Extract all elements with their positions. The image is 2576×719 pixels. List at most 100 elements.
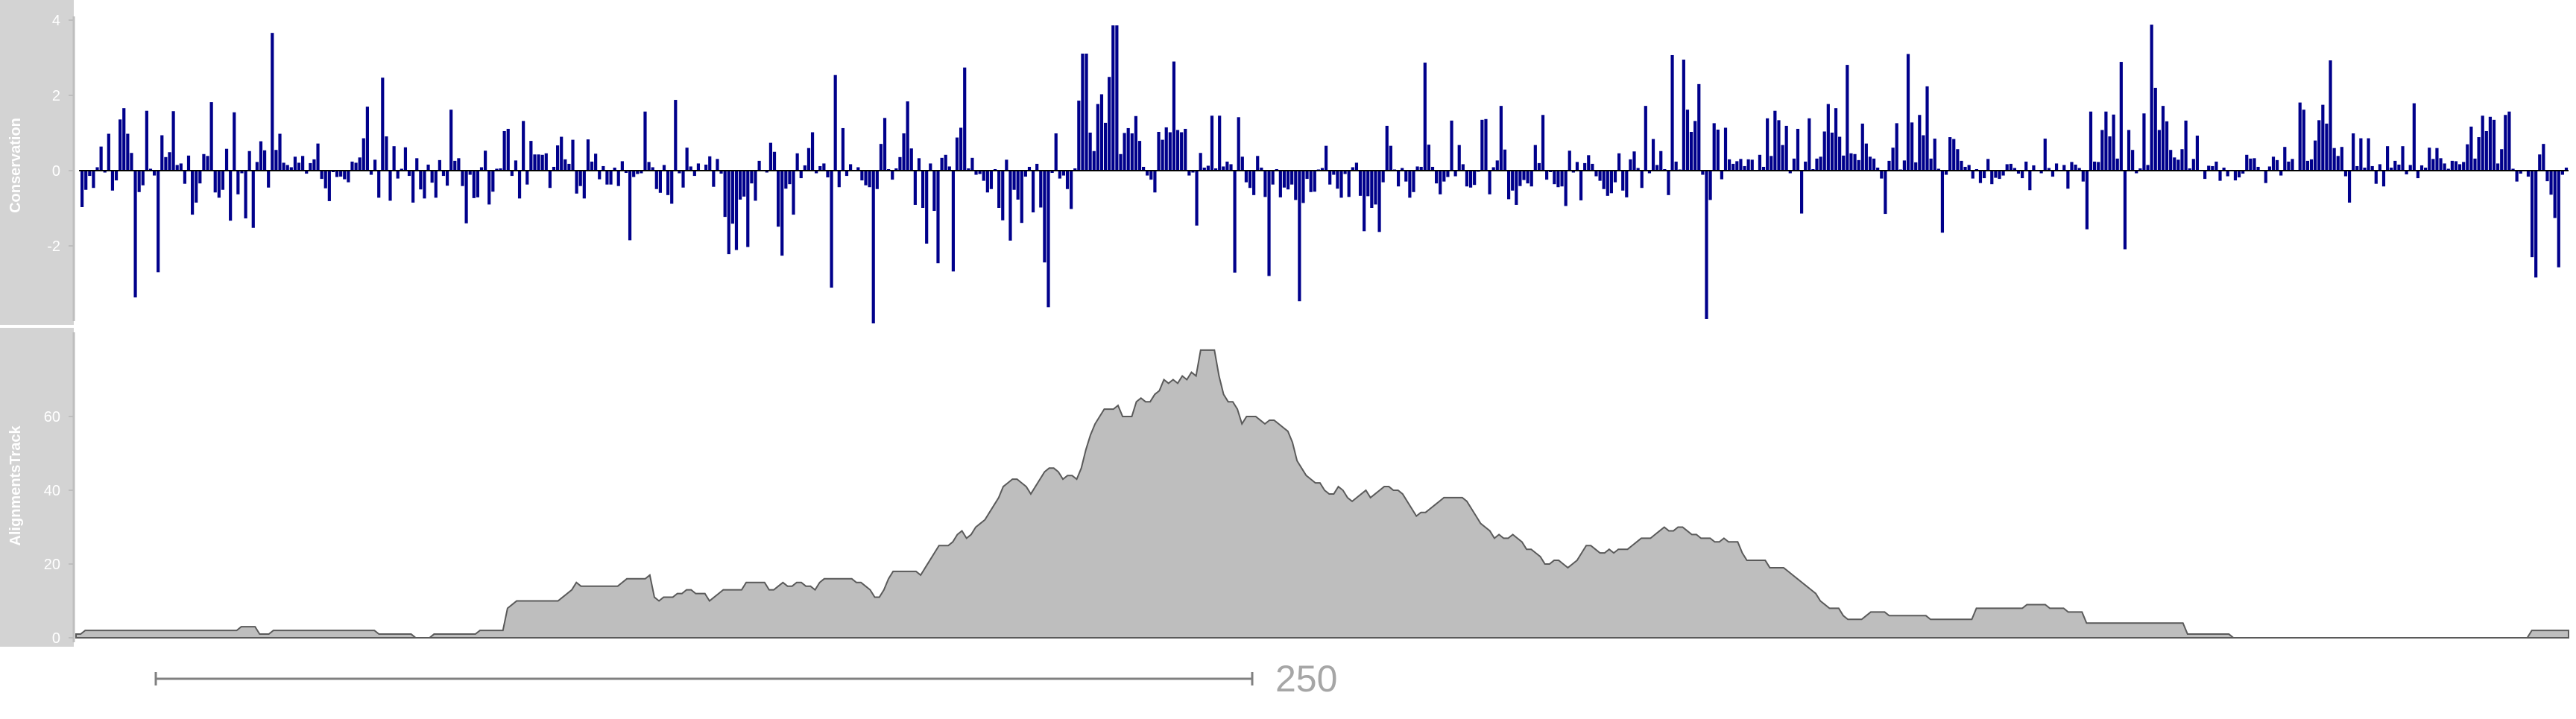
conservation-bar xyxy=(122,108,126,171)
conservation-bar xyxy=(985,171,989,193)
conservation-bar xyxy=(2332,148,2336,171)
conservation-bar xyxy=(951,171,955,272)
conservation-bar xyxy=(1073,168,1077,171)
conservation-bar xyxy=(491,171,495,192)
conservation-bar xyxy=(712,171,716,187)
conservation-bar xyxy=(544,153,548,171)
conservation-bar xyxy=(2526,171,2531,177)
conservation-bar xyxy=(1123,133,1126,171)
conservation-bar xyxy=(1602,171,1606,189)
conservation-bar xyxy=(2321,104,2325,171)
conservation-bar xyxy=(316,143,320,171)
conservation-bar xyxy=(1974,168,1978,171)
conservation-bar xyxy=(689,166,692,171)
conservation-bar xyxy=(1137,141,1142,171)
conservation-bar xyxy=(1982,171,1986,179)
conservation-bar xyxy=(925,171,929,244)
conservation-bar xyxy=(598,171,602,180)
conservation-bar xyxy=(1967,165,1971,171)
conservation-bar xyxy=(506,128,510,171)
conservation-bar xyxy=(1108,77,1111,171)
conservation-bar xyxy=(590,161,594,171)
conservation-bar xyxy=(1305,171,1309,180)
conservation-bar xyxy=(799,171,803,179)
conservation-bar xyxy=(1663,168,1667,171)
conservation-bar xyxy=(2309,159,2314,171)
conservation-bar xyxy=(2077,168,2081,171)
conservation-bar xyxy=(674,100,678,171)
conservation-bar xyxy=(1480,119,1484,171)
conservation-bar xyxy=(1876,167,1880,171)
conservation-bar xyxy=(1545,171,1549,180)
conservation-bar xyxy=(2347,171,2352,203)
conservation-bar xyxy=(1180,132,1184,171)
conservation-bar xyxy=(171,111,175,171)
conservation-bar xyxy=(301,156,305,171)
conservation-bar xyxy=(1168,132,1172,171)
conservation-bar xyxy=(1933,139,1936,171)
conservation-bar xyxy=(2488,116,2493,171)
conservation-bar xyxy=(1994,171,1998,178)
conservation-bar xyxy=(1800,171,1804,214)
conservation-bar xyxy=(80,171,84,207)
conservation-bar xyxy=(1461,164,1465,171)
conservation-bar xyxy=(2511,168,2515,171)
conservation-bar xyxy=(2336,156,2340,171)
conservation-bar xyxy=(1031,171,1035,213)
conservation-bar xyxy=(1134,115,1137,171)
conservation-bar xyxy=(2028,171,2032,191)
conservation-bar xyxy=(1275,168,1278,171)
conservation-bar xyxy=(2131,150,2135,171)
conservation-bar xyxy=(2165,121,2169,171)
conservation-bar xyxy=(1784,125,1788,171)
conservation-bar xyxy=(152,171,157,176)
conservation-bar xyxy=(1906,54,1910,171)
conservation-bar xyxy=(1766,118,1770,171)
conservation-bar xyxy=(331,171,335,173)
conservation-bar xyxy=(2123,171,2127,250)
conservation-bar xyxy=(1468,171,1473,188)
conservation-bar xyxy=(696,163,701,171)
conservation-bar xyxy=(947,166,951,171)
alignments-y-axis: 0 20 40 60 xyxy=(44,332,75,647)
conservation-bar xyxy=(362,138,365,171)
conservation-bar xyxy=(1427,145,1430,171)
conservation-bar xyxy=(1077,101,1081,171)
conservation-bar xyxy=(148,168,153,171)
conservation-bar xyxy=(2484,130,2488,171)
conservation-bar xyxy=(1172,61,1176,171)
conservation-bar xyxy=(1811,168,1815,171)
conservation-bar xyxy=(1860,123,1864,171)
conservation-bar xyxy=(1347,171,1351,197)
conservation-bar xyxy=(1819,156,1822,171)
conservation-bar xyxy=(540,154,544,171)
conservation-bar xyxy=(605,171,609,185)
conservation-bar xyxy=(768,142,773,171)
conservation-bar xyxy=(445,171,449,186)
conservation-bar xyxy=(1278,171,1282,197)
conservation-bar xyxy=(868,171,871,188)
conservation-bar xyxy=(114,171,119,181)
conservation-bar xyxy=(578,171,582,186)
conservation-bar xyxy=(419,171,423,190)
conservation-bar xyxy=(1591,163,1594,171)
conservation-bar xyxy=(2249,158,2253,171)
conservation-bar xyxy=(499,168,502,171)
conservation-bar xyxy=(742,171,746,197)
conservation-bar xyxy=(1925,86,1929,171)
conservation-bar xyxy=(2108,136,2112,171)
conservation-bar xyxy=(157,171,160,273)
conservation-bar xyxy=(602,165,605,171)
conservation-bar xyxy=(441,171,446,177)
conservation-bar xyxy=(2549,171,2553,195)
conservation-bar xyxy=(1891,148,1895,171)
conservation-bar xyxy=(1491,167,1495,171)
conservation-bar xyxy=(1887,160,1891,171)
conservation-bar xyxy=(1005,159,1008,171)
conservation-bar xyxy=(784,171,788,189)
conservation-bar xyxy=(213,171,217,193)
conservation-bar xyxy=(529,141,533,171)
conservation-bar xyxy=(833,75,837,171)
conservation-bar xyxy=(2359,138,2363,171)
conservation-bar xyxy=(133,171,137,298)
